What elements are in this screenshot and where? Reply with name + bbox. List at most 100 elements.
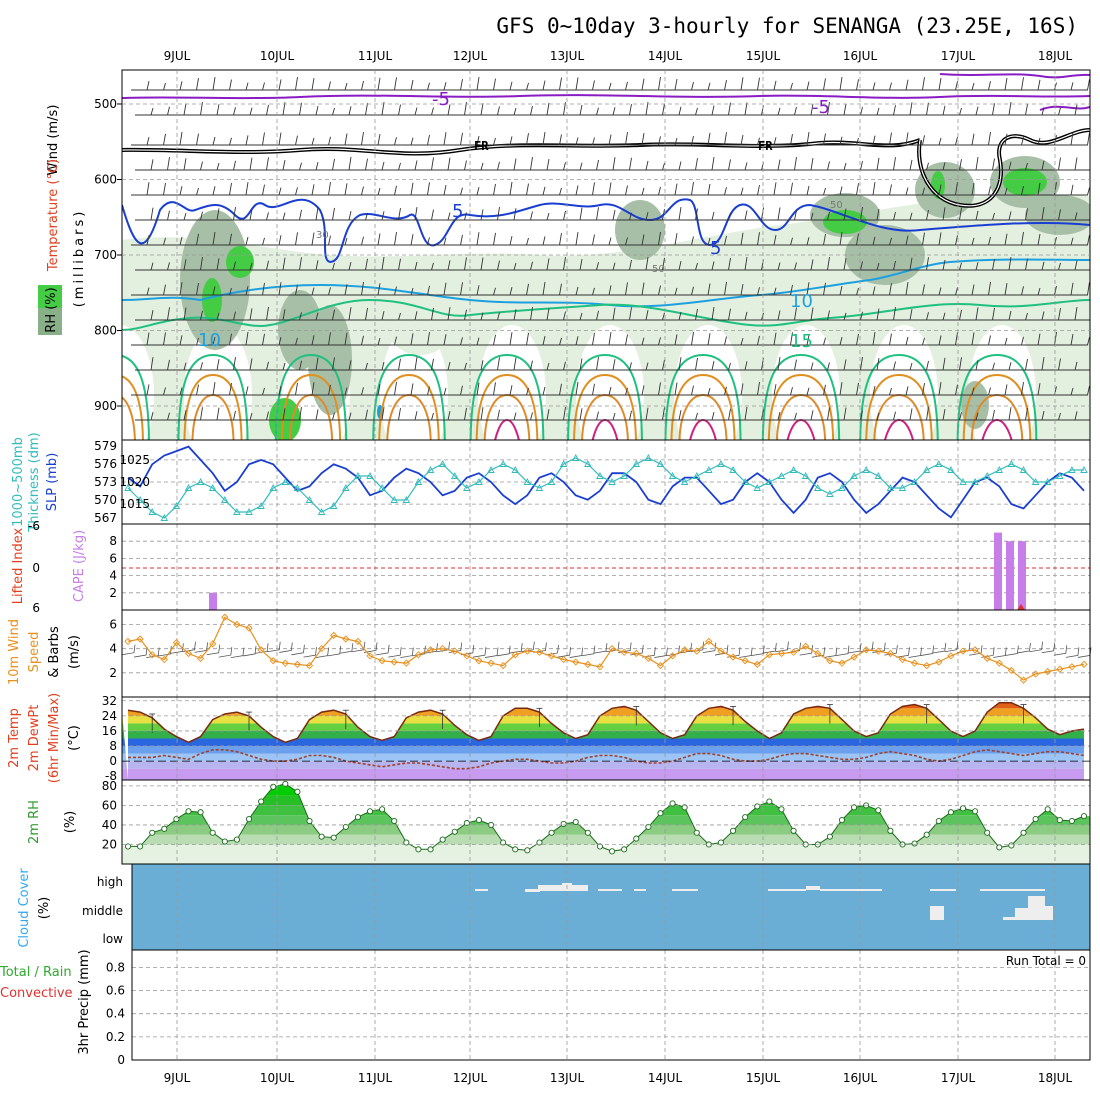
wind-barb: [896, 647, 910, 658]
wind-barb: [725, 284, 744, 296]
wind-barb: [576, 182, 595, 196]
wind-barb: [481, 312, 500, 321]
cloud-level-low: low: [103, 932, 124, 946]
wind-speed-marker: [729, 653, 737, 661]
wind-barb: [300, 162, 319, 171]
wind-speed-marker: [560, 655, 568, 664]
wind-barb: [147, 332, 166, 346]
wind-barb: [395, 79, 414, 91]
wind-barb: [807, 133, 826, 146]
wind-barb: [712, 408, 731, 421]
wind-barb: [1055, 282, 1074, 296]
wind-barb: [296, 382, 315, 396]
wind-speed-marker: [971, 646, 979, 654]
wind-barb: [151, 359, 170, 371]
wind-barb: [564, 259, 583, 271]
wind-barb: [774, 332, 793, 346]
day-label-bottom: 16JUL: [843, 1071, 878, 1085]
wind-barb: [844, 410, 863, 421]
wind-barb: [151, 307, 170, 321]
wind-barb: [263, 386, 282, 396]
rh-marker: [790, 827, 797, 834]
wind-barb: [976, 103, 995, 116]
wind-barb: [844, 261, 863, 271]
rh-marker: [233, 836, 240, 843]
wind-barb: [345, 80, 364, 91]
wind-barb: [448, 362, 467, 371]
thickness-marker: [995, 466, 1004, 473]
wind-barb: [593, 82, 612, 91]
wind-barb: [514, 261, 533, 271]
wind-barb: [824, 285, 843, 296]
wind-barb: [708, 80, 727, 91]
wind-barb: [395, 333, 414, 346]
wind-tick: 6: [109, 618, 117, 632]
wind-barb: [593, 182, 612, 196]
wind-barb: [399, 207, 418, 221]
temp-band: [122, 723, 1090, 731]
wind-barb: [679, 357, 698, 371]
wind-barb: [1005, 645, 1019, 656]
wind-barb: [197, 186, 216, 196]
wind-barb: [213, 333, 232, 346]
warm-contour: [664, 353, 742, 440]
wind-barb: [514, 412, 533, 421]
wind-barb: [976, 307, 995, 321]
wind-barb: [873, 237, 892, 246]
wind-barb: [527, 336, 546, 346]
wind-barb: [679, 308, 698, 321]
wind-barb: [564, 104, 583, 116]
wind-barb: [1071, 282, 1090, 296]
wind-speed-marker: [184, 649, 193, 658]
temp-contour-5: [122, 198, 1090, 264]
rh-marker: [923, 831, 930, 838]
wind-barb: [993, 211, 1012, 221]
wind-barb: [609, 185, 628, 196]
rh-dry-pocket: [674, 325, 742, 440]
wind-barb: [712, 258, 731, 271]
wind-barb: [345, 186, 364, 196]
wind-barb: [509, 643, 523, 654]
wind-barb: [230, 331, 249, 346]
wind-barb: [234, 262, 253, 271]
wind-barb: [675, 82, 694, 91]
wind-barb: [675, 385, 694, 396]
wind-barb: [432, 104, 451, 116]
wind-barb: [333, 106, 352, 116]
thickness-marker: [305, 496, 314, 503]
wind-barb: [642, 285, 661, 296]
wind-barb: [678, 643, 693, 654]
wind-barb: [873, 283, 892, 296]
wind-barb: [296, 78, 315, 91]
wind-barb: [844, 160, 863, 171]
thickness-marker: [221, 496, 229, 503]
thickness-marker: [1031, 478, 1040, 485]
rh-marker: [330, 834, 337, 841]
wind-barb: [246, 333, 265, 346]
thickness-marker: [644, 454, 653, 461]
ylabel-total-rain: Total / Rain: [0, 965, 72, 980]
cloud-gap: [538, 885, 588, 891]
wind-barb: [712, 362, 731, 371]
wind-barb: [296, 184, 315, 196]
contour-label-fr-b: FR: [758, 139, 773, 153]
wind-barb: [461, 382, 480, 396]
wind-speed-marker: [668, 652, 677, 660]
rh-marker: [1068, 817, 1075, 825]
wind-barb: [993, 161, 1012, 171]
thickness-marker: [269, 484, 277, 491]
rh-marker: [500, 839, 507, 846]
rh-tick: 80: [102, 779, 117, 793]
wind-barb: [894, 212, 913, 221]
wind-barb: [972, 335, 991, 346]
wind-speed-marker: [886, 649, 895, 658]
wind-barb: [580, 107, 599, 116]
wind-barb: [939, 332, 958, 346]
wind-barb: [762, 357, 781, 371]
wind-barb: [1005, 77, 1024, 91]
wind-barb: [366, 361, 385, 371]
wind-barb: [498, 309, 517, 321]
rh-marker: [415, 846, 422, 853]
wind-barb: [494, 385, 513, 396]
rh-blob: [961, 381, 989, 429]
